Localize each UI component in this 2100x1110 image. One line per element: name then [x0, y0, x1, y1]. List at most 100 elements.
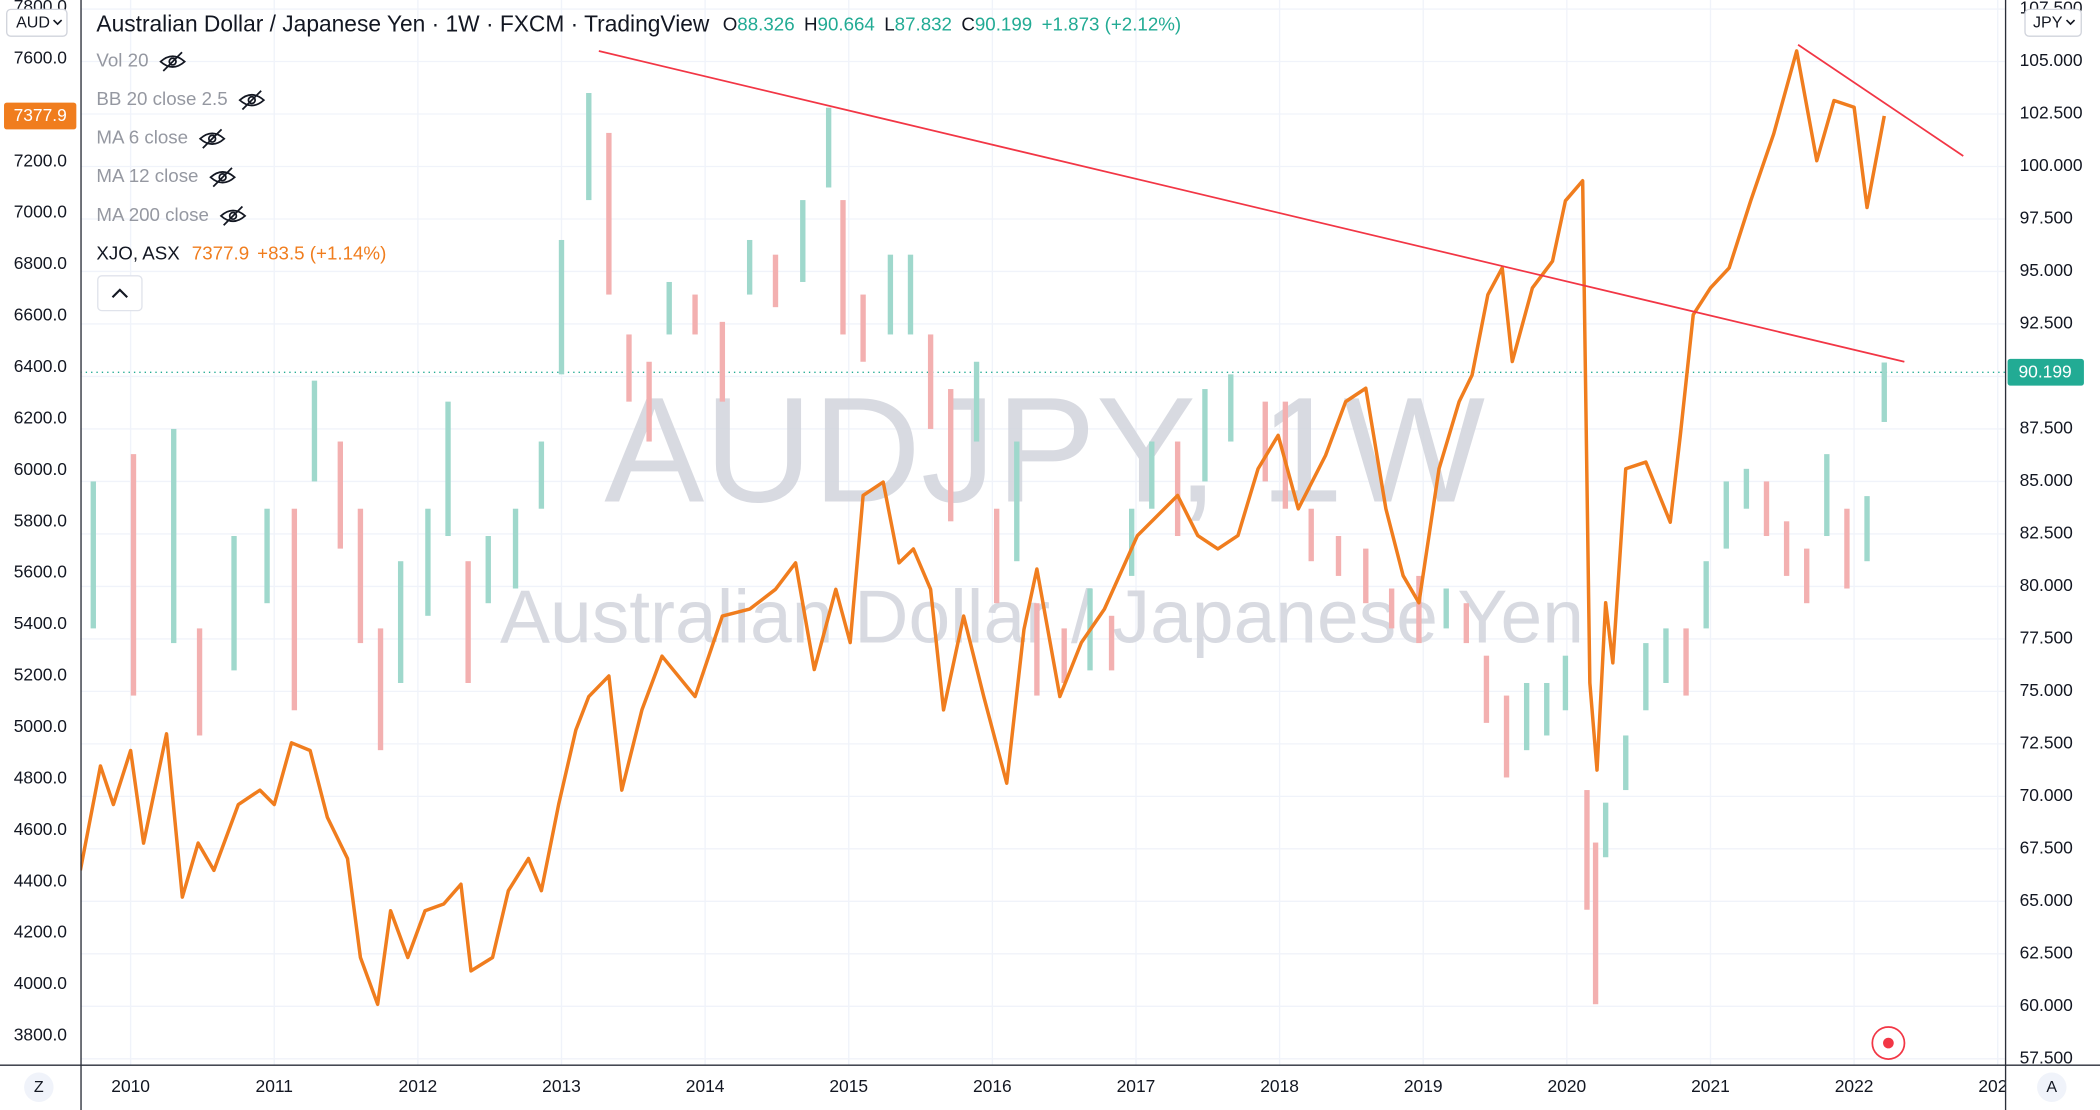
last-value-label: 7377.9: [14, 105, 67, 125]
eye-slash: [212, 167, 233, 188]
right-currency-box[interactable]: [2024, 8, 2082, 37]
y-tick-label: 4800.0: [14, 767, 67, 787]
candle: [800, 200, 806, 282]
ohlc-change: +1.873 (+2.12%): [1042, 13, 1182, 34]
candle: [719, 321, 726, 402]
y-tick-label: 5200.0: [14, 665, 67, 685]
trend-line: [1797, 43, 1964, 157]
candle: [90, 481, 96, 629]
candle: [357, 508, 364, 644]
candle: [948, 389, 954, 522]
candle: [171, 428, 177, 644]
hidden-eye-icon[interactable]: [198, 128, 226, 149]
eye-pupil: [228, 211, 238, 221]
candle: [993, 508, 1000, 604]
eye-pupil: [207, 134, 217, 143]
y-tick-label: 5600.0: [14, 562, 67, 582]
trend-line: [598, 50, 1905, 363]
candle: [1783, 521, 1790, 576]
collapse-button[interactable]: [97, 275, 143, 312]
candle: [1562, 655, 1569, 711]
candle: [130, 454, 137, 696]
candle: [825, 107, 832, 188]
y2-tick-label: 95.000: [2020, 260, 2073, 280]
series-last-value: 7377.9: [192, 242, 249, 263]
zoom-circle[interactable]: [24, 1072, 54, 1102]
ohlc-value: 90.664: [818, 13, 875, 34]
candle: [1503, 695, 1510, 778]
left-currency-selector[interactable]: AUD: [6, 8, 68, 37]
overlays: [80, 43, 1964, 1007]
candle: [1663, 628, 1669, 683]
x-tick-label: 2014: [686, 1076, 725, 1096]
collapse-chevron: [111, 288, 128, 299]
candle: [1463, 603, 1470, 644]
candle: [666, 281, 672, 335]
right-currency-selector[interactable]: JPY: [2024, 8, 2082, 37]
auto-circle[interactable]: [2037, 1072, 2067, 1102]
eye-slash: [241, 90, 262, 111]
y-tick-label: 5000.0: [14, 716, 67, 736]
axes: 2010 2011 2012 2013 2014 2015 2016 2017 2018 2019…: [4, 0, 2084, 1096]
x-tick-label: 2015: [829, 1076, 868, 1096]
candle: [907, 254, 914, 335]
candle: [538, 441, 545, 509]
candle: [264, 508, 270, 604]
last-value-badge: [4, 102, 77, 130]
ohlc-label: H: [804, 13, 818, 34]
ohlc-value: 87.832: [895, 13, 952, 34]
zoom-button[interactable]: Z: [24, 1072, 54, 1102]
y-tick-label: 6400.0: [14, 356, 67, 376]
candle: [1416, 575, 1422, 644]
candle: [1763, 481, 1770, 537]
x-tick-label: 2022: [1835, 1076, 1874, 1096]
hidden-eye-icon[interactable]: [219, 205, 247, 226]
candle: [445, 401, 451, 537]
eye-pupil: [168, 57, 177, 66]
left-currency-box[interactable]: [6, 8, 68, 37]
indicator-name: MA 200 close: [96, 204, 208, 225]
collapse-box[interactable]: [97, 275, 143, 312]
candle: [772, 254, 779, 308]
ohlc-values: O88.326 H90.664 L87.832 C90.199 +1.873 (+2.1…: [723, 13, 1181, 34]
replay-button[interactable]: [1871, 1026, 1906, 1060]
candle: [1014, 441, 1020, 562]
eye-pupil: [218, 173, 227, 182]
candle: [485, 536, 491, 604]
x-tick-label: 2017: [1117, 1076, 1156, 1096]
candle: [196, 628, 203, 736]
watermark-symbol: AUDJPY, 1W: [604, 366, 1485, 534]
y-tick-label: 6600.0: [14, 305, 67, 325]
y2-tick-label: 97.500: [2020, 208, 2073, 228]
auto-scale-button[interactable]: A: [2037, 1072, 2067, 1102]
y2-tick-label: 57.500: [2020, 1047, 2073, 1067]
candle: [1308, 508, 1314, 562]
candle: [1034, 603, 1040, 696]
indicator-legend: Vol 20 BB 20 close 2.5 MA 6 close MA 12 clo…: [96, 50, 386, 264]
eye-slash: [162, 51, 183, 72]
y2-tick-label: 60.000: [2020, 995, 2073, 1015]
line-series: [80, 49, 1886, 1007]
y-tick-label: 4000.0: [14, 973, 67, 993]
indicator-name: Vol 20: [96, 50, 148, 71]
hidden-eye-icon[interactable]: [238, 90, 266, 111]
candle: [1443, 588, 1449, 629]
last-price-badge: [2007, 358, 2084, 386]
candle: [1228, 374, 1234, 442]
candle: [586, 93, 592, 201]
last-price-label: 90.199: [2018, 362, 2071, 382]
candle: [1202, 389, 1208, 482]
x-tick-label: 2021: [1691, 1076, 1730, 1096]
y2-tick-label: 85.000: [2020, 470, 2073, 490]
candle: [1335, 536, 1342, 576]
hidden-eye-icon[interactable]: [159, 51, 187, 72]
ohlc-value: 88.326: [737, 13, 794, 34]
plot-area: AUDJPY, 1W Australian Dollar / Japanese …: [90, 93, 1887, 1005]
candle: [425, 508, 431, 616]
hidden-eye-icon[interactable]: [209, 167, 236, 188]
candle: [1149, 441, 1155, 509]
symbol-title: Australian Dollar / Japanese Yen · 1W · …: [96, 10, 709, 36]
y-tick-label: 6800.0: [14, 253, 67, 273]
candle: [512, 508, 519, 589]
